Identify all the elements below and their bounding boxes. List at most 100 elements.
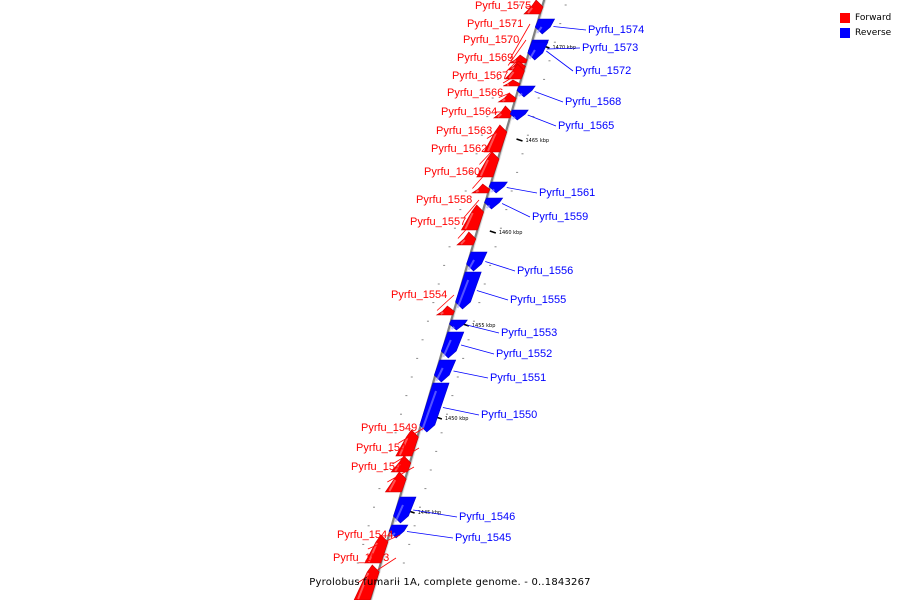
gene-label[interactable]: Pyrfu_1552 — [496, 348, 552, 360]
gene-label[interactable]: Pyrfu_1562 — [431, 143, 487, 155]
gene-leader-line — [553, 26, 587, 31]
strand-legend: Forward Reverse — [840, 10, 900, 40]
scale-tick-label: 1465 kbp — [526, 138, 550, 144]
gene-shading — [485, 204, 491, 209]
gene-label[interactable]: Pyrfu_1547 — [351, 461, 407, 473]
gene-shading — [513, 59, 517, 63]
legend-forward: Forward — [840, 10, 900, 25]
gene-label[interactable]: Pyrfu_1551 — [490, 372, 546, 384]
gene-label[interactable]: Pyrfu_1566 — [447, 87, 503, 99]
gene-leader-line — [392, 447, 420, 465]
gene-shading — [456, 279, 470, 309]
gene-leader-line — [357, 557, 397, 583]
gene-leader-line — [527, 114, 557, 127]
gene-label[interactable]: Pyrfu_1564 — [441, 106, 497, 118]
gene-leader-line — [413, 509, 458, 518]
gene-leader-line — [466, 324, 500, 334]
scale-tick-mark — [489, 230, 497, 234]
gene-label[interactable]: Pyrfu_1560 — [424, 166, 480, 178]
gene-leader-line — [472, 171, 488, 189]
gene-label[interactable]: Pyrfu_1558 — [416, 194, 472, 206]
gene-shading — [442, 339, 452, 358]
legend-forward-label: Forward — [855, 12, 892, 23]
gene-shading — [475, 189, 480, 193]
gene-label[interactable]: Pyrfu_1571 — [467, 18, 523, 30]
gene-leader-line — [457, 221, 474, 239]
gene-pyrfu-1554[interactable] — [435, 305, 455, 316]
gene-leader-line — [498, 92, 511, 98]
scale-tick-label: 1460 kbp — [499, 230, 523, 236]
scale-tick-label: 1450 kbp — [445, 416, 469, 422]
gene-label[interactable]: Pyrfu_1543 — [333, 552, 389, 564]
gene-label[interactable]: Pyrfu_1553 — [501, 327, 557, 339]
gene-label[interactable]: Pyrfu_1554 — [391, 289, 447, 301]
genome-caption: Pyrolobus fumarii 1A, complete genome. -… — [309, 577, 591, 588]
gene-leader-line — [506, 187, 538, 194]
gene-leader-line — [367, 534, 401, 550]
gene-shading — [518, 92, 523, 97]
gene-label[interactable]: Pyrfu_1568 — [565, 96, 621, 108]
forward-swatch — [840, 12, 850, 23]
scale-tick-label: 1470 kbp — [552, 45, 576, 51]
gene-leader-line — [509, 23, 531, 60]
gene-pyrfu-1546[interactable] — [393, 496, 417, 524]
gene-shading — [440, 311, 444, 315]
gene-leader-line — [507, 39, 527, 66]
legend-reverse-label: Reverse — [855, 27, 892, 38]
gene-features — [353, 0, 556, 600]
gene-shading — [490, 188, 495, 193]
gene-leader-line — [436, 294, 455, 311]
gene-leader-line — [387, 466, 415, 483]
gene-shading — [388, 479, 397, 492]
gene-label[interactable]: Pyrfu_1567 — [452, 70, 508, 82]
scale-tick-label: 1445 kbp — [418, 510, 442, 516]
gene-shading — [501, 98, 506, 102]
gene-pyrfu-1550[interactable] — [419, 382, 450, 433]
gene-label[interactable]: Pyrfu_1561 — [539, 187, 595, 199]
gene-label[interactable]: Pyrfu_1544 — [337, 529, 393, 541]
gene-leader-line — [506, 57, 521, 72]
gene-shading — [450, 326, 455, 330]
reverse-swatch — [840, 27, 850, 38]
gene-shading — [536, 26, 543, 34]
scale-tick-mark — [516, 138, 523, 142]
gene-leader-line — [546, 50, 574, 72]
gene-label[interactable]: Pyrfu_1556 — [517, 265, 573, 277]
gene-shading — [394, 463, 401, 472]
gene-label[interactable]: Pyrfu_1550 — [481, 409, 537, 421]
gene-shading — [487, 132, 497, 152]
gene-label[interactable]: Pyrfu_1557 — [410, 216, 466, 228]
gene-label[interactable]: Pyrfu_1548 — [356, 442, 412, 454]
gene-shading — [479, 159, 489, 177]
gene-leader-line — [398, 427, 425, 444]
gene-shading — [394, 504, 404, 523]
gene-label[interactable]: Pyrfu_1546 — [459, 511, 515, 523]
gene-leader-line — [486, 130, 500, 139]
gene-label[interactable]: Pyrfu_1563 — [436, 125, 492, 137]
gene-label[interactable]: Pyrfu_1559 — [532, 211, 588, 223]
gene-label[interactable]: Pyrfu_1565 — [558, 120, 614, 132]
gene-leader-line — [485, 261, 516, 272]
gene-label[interactable]: Pyrfu_1555 — [510, 294, 566, 306]
gene-shading — [464, 212, 474, 230]
gene-leader-line — [479, 148, 495, 165]
gene-pyrfu-1552[interactable] — [440, 331, 465, 359]
gene-label[interactable]: Pyrfu_1573 — [582, 42, 638, 54]
gene-label[interactable]: Pyrfu_1572 — [575, 65, 631, 77]
gene-leader-line — [406, 531, 454, 539]
gene-leader-line — [502, 75, 516, 84]
gene-label[interactable]: Pyrfu_1575 — [475, 0, 531, 12]
gene-leader-line — [463, 199, 480, 218]
gene-pyrfu-1551[interactable] — [433, 359, 457, 383]
gene-leader-line — [525, 5, 539, 8]
gene-label[interactable]: Pyrfu_1570 — [463, 34, 519, 46]
gene-label[interactable]: Pyrfu_1545 — [455, 532, 511, 544]
gene-pyrfu-1555[interactable] — [455, 271, 482, 310]
gene-shading — [528, 49, 536, 60]
gene-leader-line — [460, 344, 495, 355]
gene-leader-line — [534, 91, 564, 103]
gene-label[interactable]: Pyrfu_1574 — [588, 24, 644, 36]
gene-label[interactable]: Pyrfu_1549 — [361, 422, 417, 434]
gene-label[interactable]: Pyrfu_1569 — [457, 52, 513, 64]
gene-pyrfu-1557[interactable] — [456, 231, 477, 246]
